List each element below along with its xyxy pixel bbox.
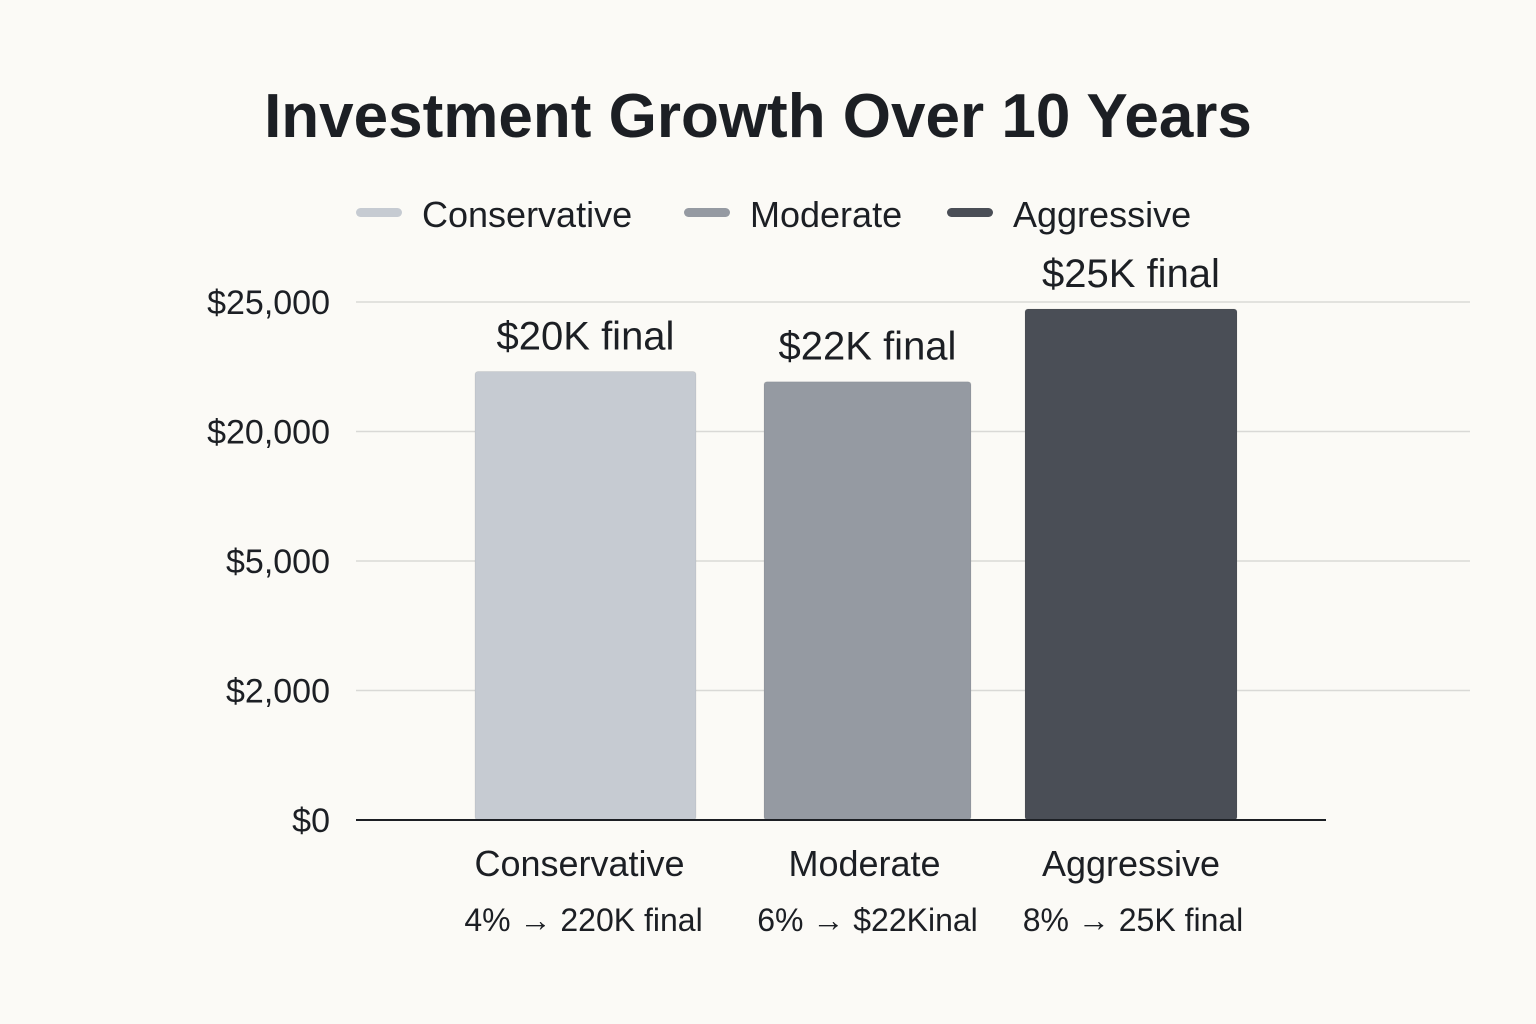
y-axis: $0 $2,000 $5,000 $20,000 $25,000: [207, 284, 330, 840]
y-tick-label: $5,000: [226, 543, 330, 581]
chart-title: Investment Growth Over 10 Years: [264, 82, 1252, 151]
y-tick-label: $0: [292, 802, 330, 840]
x-tick-sublabel: 6% → $22Kinal: [757, 902, 978, 938]
bar-value-label: $20K final: [497, 315, 675, 359]
y-tick-label: $25,000: [207, 284, 330, 322]
data-labels: $20K final $22K final $25K final: [497, 252, 1220, 369]
bar-value-label: $25K final: [1042, 252, 1220, 296]
legend-label-aggressive: Aggressive: [1013, 194, 1191, 235]
y-tick-label: $20,000: [207, 414, 330, 452]
legend-swatch-moderate: [684, 208, 730, 217]
x-tick-label: Conservative: [474, 843, 684, 884]
bar-aggressive: [1024, 308, 1238, 821]
bar-value-label: $22K final: [779, 325, 957, 369]
x-tick-label: Aggressive: [1042, 843, 1220, 884]
bar-moderate: [763, 381, 972, 821]
legend-swatch-conservative: [356, 208, 402, 217]
y-tick-label: $2,000: [226, 673, 330, 711]
x-tick-sublabel: 8% → 25K final: [1023, 902, 1244, 938]
legend-label-conservative: Conservative: [422, 194, 632, 235]
bars: [474, 308, 1238, 821]
x-axis: Conservative 4% → 220K final Moderate 6% → …: [464, 843, 1243, 938]
legend-label-moderate: Moderate: [750, 194, 902, 235]
x-tick-sublabel: 4% → 220K final: [464, 902, 702, 938]
legend: Conservative Moderate Aggressive: [356, 194, 1191, 235]
bar-conservative: [474, 371, 697, 821]
legend-swatch-aggressive: [947, 208, 993, 217]
x-tick-label: Moderate: [788, 843, 940, 884]
